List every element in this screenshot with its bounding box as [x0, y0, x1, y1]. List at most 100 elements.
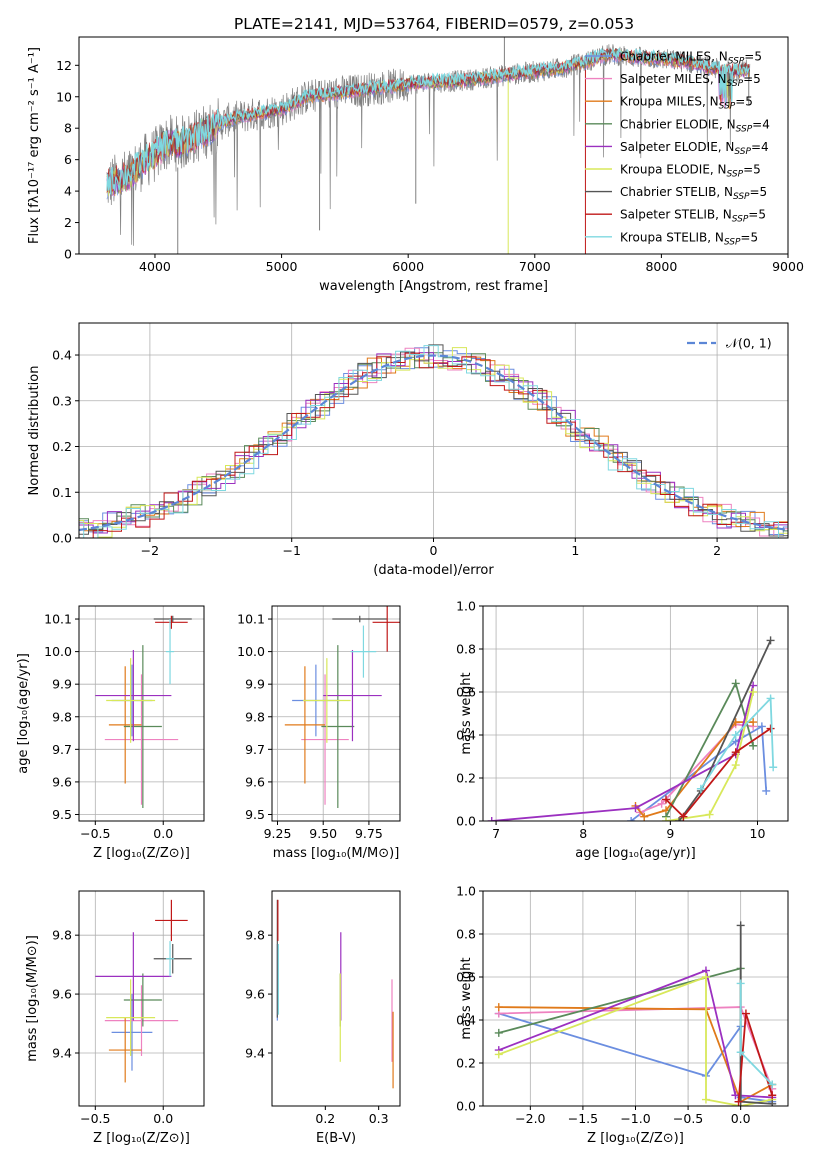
data-point-marker	[640, 812, 649, 821]
y-tick-label: 0.0	[456, 814, 476, 829]
x-tick-label: 9.25	[264, 826, 292, 841]
mass-weight-line	[491, 685, 754, 821]
data-point-marker	[731, 1091, 740, 1100]
normal-distribution-curve	[79, 354, 788, 532]
y-tick-label: 9.4	[52, 1045, 72, 1060]
mass-weight-line	[665, 727, 772, 819]
legend-entry: 𝒩(0, 1)	[726, 336, 772, 351]
data-point-marker	[768, 1099, 777, 1106]
y-axis-label: mass weight	[459, 672, 474, 754]
x-tick-label: 9	[666, 826, 674, 841]
y-tick-label: 0.3	[52, 393, 72, 408]
x-tick-label: 0.3	[369, 1111, 389, 1126]
legend-entry: Chabrier MILES, NSSP=5	[620, 50, 762, 67]
x-tick-label: 8	[579, 826, 587, 841]
x-axis-label: wavelength [Angstrom, rest frame]	[319, 279, 548, 294]
x-axis-label: E(B-V)	[316, 1131, 356, 1146]
y-tick-label: 0.2	[456, 1056, 476, 1071]
x-tick-label: 10	[750, 826, 766, 841]
mass_vs_Z-plot-area	[95, 899, 192, 1083]
y-tick-label: 0.8	[456, 927, 476, 942]
data-point-marker	[736, 979, 745, 988]
y-tick-label: 9.6	[245, 774, 265, 789]
y-tick-label: 10.1	[44, 612, 72, 627]
x-axis-label: Z [log₁₀(Z/Z⊙)]	[93, 846, 190, 861]
x-tick-label: −2	[141, 543, 159, 558]
x-tick-label: −1.0	[620, 1111, 650, 1126]
y-tick-label: 0.4	[456, 1013, 476, 1028]
data-point-marker	[734, 1097, 743, 1106]
mass_vs_Z-axes: −0.5 0.0 9.4 9.6 9.8 Z [log₁₀(Z/Z⊙)] mass [log…	[25, 890, 205, 1146]
legend-entry: Kroupa STELIB, NSSP=5	[620, 230, 758, 247]
x-tick-label: 6000	[392, 259, 424, 274]
model-fit-line	[106, 47, 750, 195]
y-tick-label: 1.0	[456, 884, 476, 899]
data-point-marker	[736, 921, 745, 930]
y-tick-label: 9.8	[245, 928, 265, 943]
y-tick-label: 2	[64, 215, 72, 230]
data-point-marker	[494, 1003, 503, 1012]
x-tick-label: 9000	[772, 259, 804, 274]
x-tick-label: −0.5	[673, 1111, 703, 1126]
residual-histogram	[79, 347, 788, 538]
y-tick-label: 8	[64, 121, 72, 136]
data-point-marker	[731, 761, 740, 770]
mass-weight-line	[700, 696, 775, 790]
y-tick-label: 0.1	[52, 485, 72, 500]
mass_vs_ebv-axes: 0.2 0.3 9.4 9.6 9.8 E(B-V)	[245, 890, 401, 1146]
massweight_vs_Z-axes: −2.0 −1.5 −1.0 −0.5 0.0 0.0 0.2 0.4 0.6 0.8 1.0 Z […	[456, 884, 789, 1146]
residual-histogram	[79, 352, 788, 532]
mass-weight-line	[498, 967, 742, 1102]
legend-entry: Kroupa MILES, NSSP=5	[620, 95, 753, 112]
x-tick-label: 9.50	[309, 826, 337, 841]
mass-weight-line	[498, 1006, 773, 1103]
y-tick-label: 0.2	[52, 439, 72, 454]
data-point-marker	[662, 795, 670, 804]
residual-histogram	[79, 344, 788, 537]
y-tick-label: 0.6	[456, 685, 476, 700]
data-point-marker	[696, 784, 705, 793]
data-point-marker	[657, 799, 666, 808]
data-point-marker	[749, 718, 758, 727]
y-axis-label: Normed distribution	[27, 366, 42, 496]
data-point-marker	[749, 741, 758, 750]
data-point-marker	[679, 812, 688, 821]
x-tick-label: 9.75	[355, 826, 383, 841]
data-point-marker	[766, 694, 775, 703]
data-point-marker	[762, 786, 771, 795]
age_vs_Z-plot-area	[95, 615, 192, 808]
axes-frame	[78, 890, 205, 1107]
data-point-marker	[701, 1095, 710, 1104]
figure-title: PLATE=2141, MJD=53764, FIBERID=0579, z=0…	[234, 15, 634, 33]
x-tick-label: 0.0	[731, 1111, 751, 1126]
mass-weight-line	[665, 691, 754, 821]
x-tick-label: 0.2	[315, 1111, 335, 1126]
x-axis-label: age [log₁₀(age/yr)]	[575, 846, 696, 861]
massweight_vs_Z-plot-area	[494, 921, 777, 1106]
x-axis-label: mass [log₁₀(M/M⊙)]	[273, 846, 400, 861]
mass-weight-line	[739, 983, 773, 1086]
data-point-marker	[749, 688, 758, 696]
x-tick-label: 7	[492, 826, 500, 841]
y-tick-label: 9.7	[245, 742, 265, 757]
y-tick-label: 9.8	[52, 709, 72, 724]
data-point-marker	[705, 810, 714, 819]
legend-entry: Chabrier ELODIE, NSSP=4	[620, 117, 770, 134]
age_vs_mass-plot-area	[284, 606, 400, 808]
y-tick-label: 1.0	[456, 599, 476, 614]
y-tick-label: 9.6	[52, 774, 72, 789]
massweight_vs_age-plot-area	[487, 636, 778, 821]
y-tick-label: 9.9	[52, 677, 72, 692]
x-tick-label: 0.0	[153, 826, 173, 841]
y-tick-label: 9.5	[245, 807, 265, 822]
axes-frame	[271, 890, 401, 1107]
y-tick-label: 4	[64, 184, 72, 199]
data-point-marker	[736, 1048, 745, 1057]
data-point-marker	[731, 731, 740, 739]
mass_vs_ebv-plot-area	[276, 899, 394, 1089]
x-axis-label: Z [log₁₀(Z/Z⊙)]	[93, 1131, 190, 1146]
data-point-marker	[675, 817, 684, 821]
data-point-marker	[627, 817, 636, 821]
age_vs_mass-axes: 9.25 9.50 9.75 9.5 9.6 9.7 9.8 9.9 10.0 10.1 mass …	[237, 605, 401, 861]
